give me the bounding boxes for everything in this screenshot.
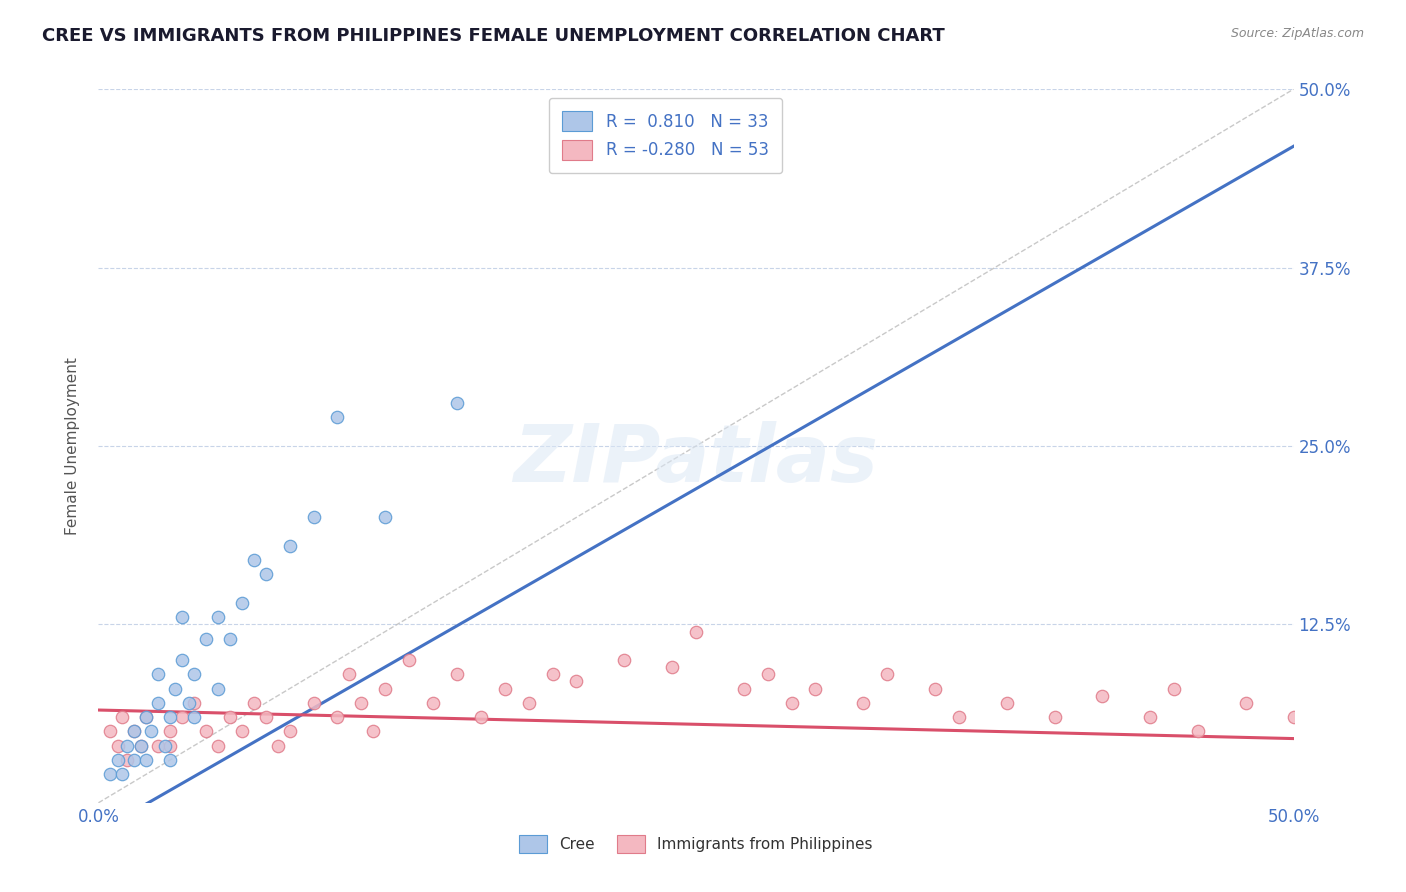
Point <box>124 724 146 739</box>
Point <box>159 710 181 724</box>
Point <box>124 724 146 739</box>
Point <box>350 696 373 710</box>
Point <box>267 739 290 753</box>
Point <box>207 739 229 753</box>
Point <box>517 696 540 710</box>
Point <box>948 710 970 724</box>
Point <box>98 724 122 739</box>
Point <box>756 667 779 681</box>
Point <box>565 674 588 689</box>
Point <box>1187 724 1209 739</box>
Point <box>111 710 134 724</box>
Point <box>107 753 129 767</box>
Point <box>398 653 420 667</box>
Point <box>159 739 181 753</box>
Point <box>852 696 875 710</box>
Point <box>107 739 129 753</box>
Point <box>254 567 277 582</box>
Point <box>1139 710 1161 724</box>
Point <box>780 696 803 710</box>
Point <box>661 660 683 674</box>
Point <box>131 739 153 753</box>
Point <box>159 753 181 767</box>
Point <box>302 510 325 524</box>
Point <box>172 653 194 667</box>
Point <box>446 396 468 410</box>
Point <box>163 681 186 696</box>
Point <box>231 724 253 739</box>
Point <box>243 696 266 710</box>
Text: ZIPatlas: ZIPatlas <box>513 421 879 500</box>
Point <box>148 667 170 681</box>
Point <box>339 667 361 681</box>
Point <box>195 724 218 739</box>
Y-axis label: Female Unemployment: Female Unemployment <box>65 357 80 535</box>
Text: Source: ZipAtlas.com: Source: ZipAtlas.com <box>1230 27 1364 40</box>
Point <box>172 710 194 724</box>
Point <box>179 696 201 710</box>
Point <box>207 681 229 696</box>
Point <box>446 667 468 681</box>
Point <box>494 681 516 696</box>
Point <box>685 624 707 639</box>
Point <box>135 753 157 767</box>
Point <box>541 667 564 681</box>
Point <box>278 724 301 739</box>
Point <box>326 710 349 724</box>
Point <box>422 696 444 710</box>
Legend: Cree, Immigrants from Philippines: Cree, Immigrants from Philippines <box>513 829 879 859</box>
Point <box>148 739 170 753</box>
Point <box>1282 710 1305 724</box>
Point <box>207 610 229 624</box>
Point <box>139 724 162 739</box>
Point <box>148 696 170 710</box>
Point <box>804 681 827 696</box>
Point <box>326 410 349 425</box>
Point <box>243 553 266 567</box>
Point <box>183 710 205 724</box>
Point <box>374 681 396 696</box>
Point <box>135 710 157 724</box>
Point <box>876 667 898 681</box>
Point <box>613 653 636 667</box>
Point <box>219 632 242 646</box>
Point <box>111 767 134 781</box>
Point <box>995 696 1018 710</box>
Point <box>374 510 396 524</box>
Point <box>924 681 946 696</box>
Point <box>183 696 205 710</box>
Point <box>1043 710 1066 724</box>
Text: CREE VS IMMIGRANTS FROM PHILIPPINES FEMALE UNEMPLOYMENT CORRELATION CHART: CREE VS IMMIGRANTS FROM PHILIPPINES FEMA… <box>42 27 945 45</box>
Point <box>1163 681 1185 696</box>
Point <box>135 710 157 724</box>
Point <box>183 667 205 681</box>
Point <box>115 739 138 753</box>
Point <box>219 710 242 724</box>
Point <box>302 696 325 710</box>
Point <box>231 596 253 610</box>
Point <box>1234 696 1257 710</box>
Point <box>278 539 301 553</box>
Point <box>124 753 146 767</box>
Point <box>363 724 385 739</box>
Point <box>733 681 755 696</box>
Point <box>1091 689 1114 703</box>
Point <box>159 724 181 739</box>
Point <box>254 710 277 724</box>
Point <box>155 739 177 753</box>
Point <box>470 710 492 724</box>
Point <box>195 632 218 646</box>
Point <box>172 610 194 624</box>
Point <box>98 767 122 781</box>
Point <box>115 753 138 767</box>
Point <box>131 739 153 753</box>
